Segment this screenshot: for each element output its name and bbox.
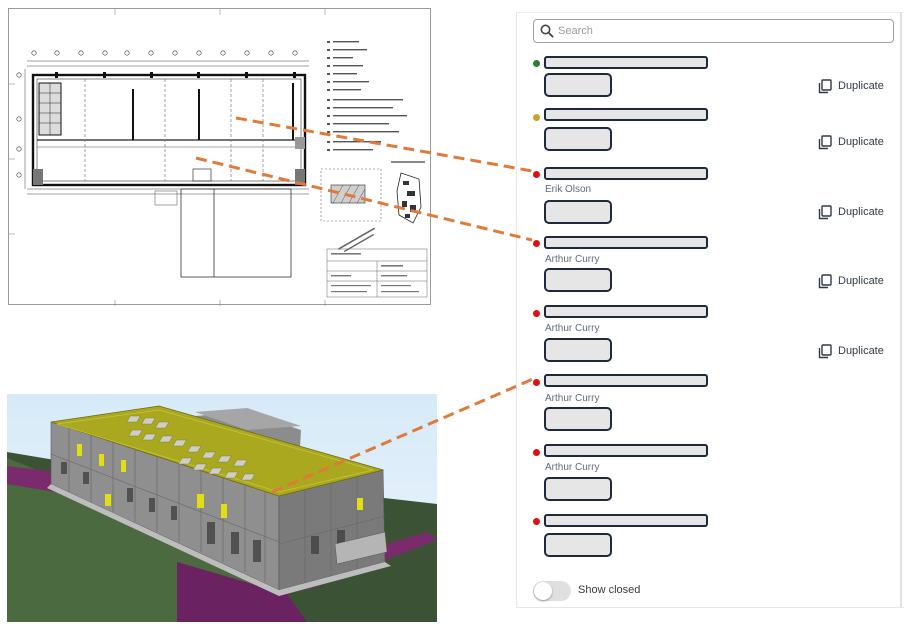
- building-model-render: [7, 394, 437, 622]
- status-dot: [533, 449, 540, 456]
- search-input[interactable]: [558, 22, 878, 40]
- duplicate-icon: [818, 134, 832, 149]
- status-dot: [533, 379, 540, 386]
- status-dot: [533, 114, 540, 121]
- duplicate-label: Duplicate: [838, 206, 884, 218]
- issue-title-field[interactable]: [544, 374, 708, 387]
- status-dot: [533, 518, 540, 525]
- search-icon: [540, 24, 554, 38]
- issue-assignee: Arthur Curry: [545, 393, 600, 404]
- issue-title-field[interactable]: [544, 236, 708, 249]
- issue-title-field[interactable]: [544, 56, 708, 69]
- issue-title-field[interactable]: [544, 167, 708, 180]
- duplicate-icon: [818, 343, 832, 358]
- issue-title-field[interactable]: [544, 514, 708, 527]
- issue-assignee: Arthur Curry: [545, 254, 600, 265]
- issue-assignee: Arthur Curry: [545, 462, 600, 473]
- status-dot: [533, 310, 540, 317]
- duplicate-label: Duplicate: [838, 345, 884, 357]
- panel-scrollbar[interactable]: [900, 12, 902, 608]
- issue-thumbnail[interactable]: [544, 338, 612, 362]
- status-dot: [533, 240, 540, 247]
- issue-thumbnail[interactable]: [544, 200, 612, 224]
- issue-thumbnail[interactable]: [544, 407, 612, 431]
- duplicate-label: Duplicate: [838, 275, 884, 287]
- issue-thumbnail[interactable]: [544, 268, 612, 292]
- search-field[interactable]: [533, 19, 894, 43]
- issue-title-field[interactable]: [544, 108, 708, 121]
- floor-plan-sheet[interactable]: [8, 8, 431, 306]
- duplicate-button[interactable]: Duplicate: [818, 342, 884, 360]
- toggle-knob[interactable]: [534, 582, 552, 600]
- status-dot: [533, 60, 540, 67]
- issue-assignee: Erik Olson: [545, 184, 592, 195]
- duplicate-label: Duplicate: [838, 80, 884, 92]
- issue-assignee: Arthur Curry: [545, 323, 600, 334]
- issue-title-field[interactable]: [544, 444, 708, 457]
- duplicate-button[interactable]: Duplicate: [818, 272, 884, 290]
- duplicate-icon: [818, 273, 832, 288]
- issue-title-field[interactable]: [544, 305, 708, 318]
- issue-thumbnail[interactable]: [544, 533, 612, 557]
- duplicate-button[interactable]: Duplicate: [818, 133, 884, 151]
- duplicate-icon: [818, 204, 832, 219]
- duplicate-icon: [818, 78, 832, 93]
- 3d-model-view[interactable]: [7, 394, 437, 622]
- show-closed-label: Show closed: [578, 584, 641, 596]
- duplicate-button[interactable]: Duplicate: [818, 77, 884, 95]
- issue-thumbnail[interactable]: [544, 127, 612, 151]
- issue-thumbnail[interactable]: [544, 73, 612, 97]
- issue-thumbnail[interactable]: [544, 477, 612, 501]
- floor-plan-drawing: [9, 9, 428, 306]
- duplicate-button[interactable]: Duplicate: [818, 203, 884, 221]
- duplicate-label: Duplicate: [838, 136, 884, 148]
- status-dot: [533, 171, 540, 178]
